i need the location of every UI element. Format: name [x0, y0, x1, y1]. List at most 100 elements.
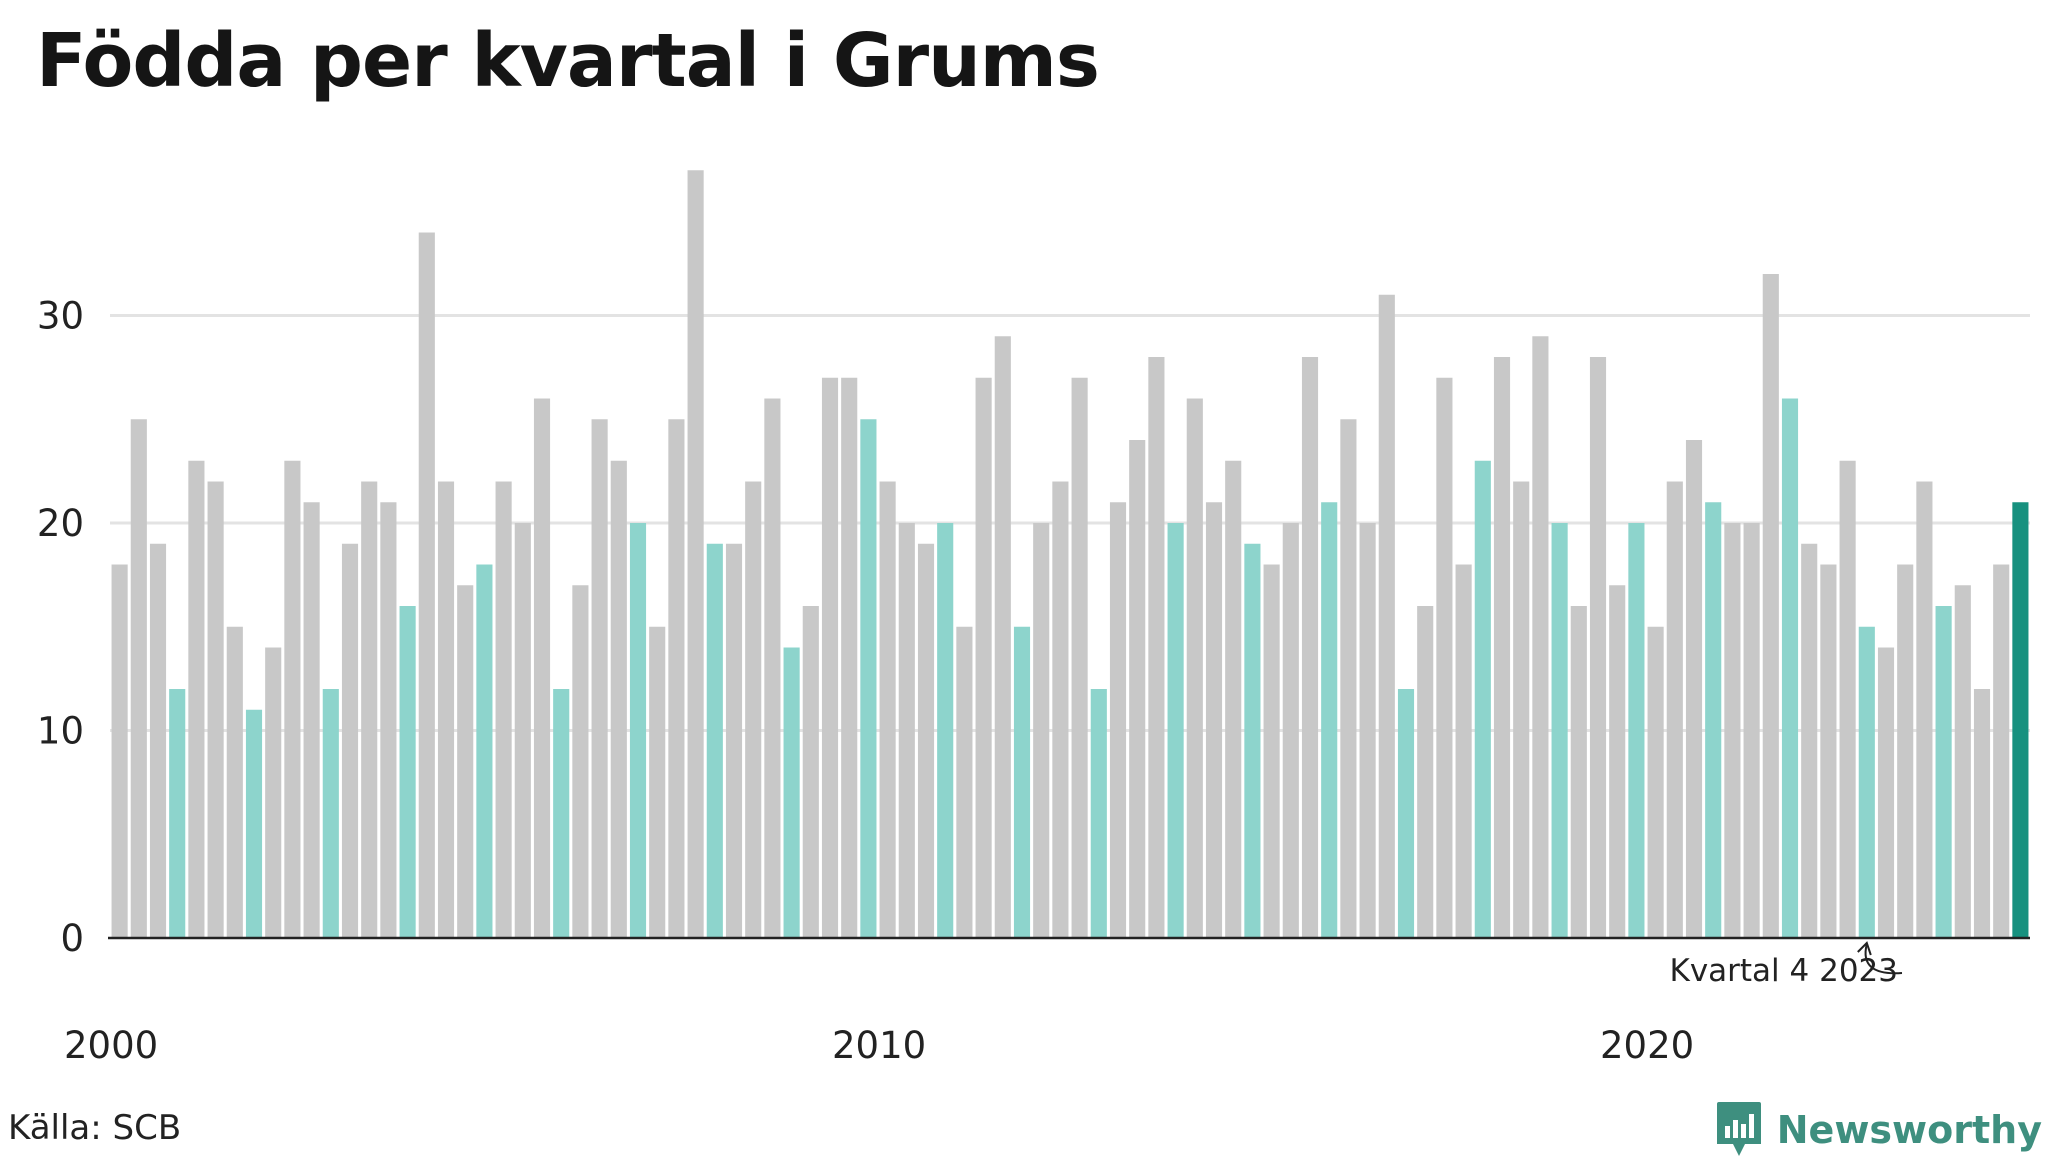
bar-2000Q4 — [169, 689, 186, 938]
bar-2022Q1 — [1801, 543, 1818, 938]
bar-2021Q3 — [1762, 274, 1779, 938]
bar-2009Q3 — [841, 377, 858, 938]
bar-2020Q3 — [1685, 440, 1703, 938]
bar-2001Q4 — [245, 709, 263, 938]
annotation-label: Kvartal 4 2023 — [1669, 953, 1898, 989]
bar-2004Q4 — [476, 564, 493, 938]
bar-2008Q2 — [745, 481, 762, 938]
x-tick-label: 2020 — [1600, 1024, 1694, 1067]
bar-2023Q3 — [1916, 481, 1933, 938]
bar-2006Q4 — [629, 523, 647, 938]
bar-2011Q3 — [994, 336, 1011, 938]
bar-2007Q4 — [706, 543, 723, 938]
bar-2008Q1 — [725, 543, 743, 938]
bar-2004Q1 — [418, 232, 435, 938]
bar-2019Q4 — [1628, 523, 1645, 938]
bar-undefined — [1954, 585, 1971, 938]
y-tick-label: 20 — [37, 502, 84, 545]
bar-2001Q2 — [207, 481, 224, 938]
bar-2023Q1 — [1877, 647, 1895, 938]
bar-2007Q2 — [668, 419, 685, 938]
bar-2011Q4 — [1013, 626, 1031, 938]
bar-2019Q2 — [1589, 357, 1607, 938]
bar-2023Q4 — [1935, 606, 1952, 938]
bar-2014Q3 — [1225, 460, 1242, 938]
bar-2018Q1 — [1493, 357, 1511, 938]
bar-2004Q3 — [457, 585, 474, 938]
bar-2003Q2 — [361, 481, 378, 938]
bar-2006Q1 — [572, 585, 589, 938]
annotation-arrowhead — [1857, 941, 1872, 956]
bar-2022Q4 — [1858, 626, 1875, 938]
bar-2005Q4 — [553, 689, 570, 938]
bar-2020Q4 — [1705, 502, 1722, 938]
brand-logo: Newsworthy — [1715, 1100, 2042, 1160]
bar-undefined — [1993, 564, 2010, 938]
bar-2002Q4 — [322, 689, 339, 938]
bar-2006Q2 — [591, 419, 608, 938]
bar-2008Q3 — [764, 398, 781, 938]
tick-labels: 0 10 20 30 2000 2010 2020 — [37, 295, 1694, 1068]
bar-2014Q1 — [1186, 398, 1203, 938]
bar-2021Q2 — [1743, 523, 1760, 938]
bar-2015Q2 — [1282, 523, 1299, 938]
bar-2023Q2 — [1897, 564, 1914, 938]
bar-2019Q3 — [1609, 585, 1626, 938]
bar-2016Q2 — [1359, 523, 1376, 938]
bar-2002Q1 — [265, 647, 282, 938]
bar-2005Q1 — [495, 481, 512, 938]
bar-2011Q1 — [956, 626, 973, 938]
bar-2022Q2 — [1820, 564, 1837, 938]
annotation-arrow — [1864, 943, 1903, 975]
bar-2015Q1 — [1263, 564, 1280, 938]
y-tick-label: 10 — [37, 710, 84, 753]
bar-2012Q1 — [1033, 523, 1050, 938]
bar-2003Q4 — [399, 606, 416, 938]
bar-2002Q3 — [303, 502, 320, 938]
bar-2003Q3 — [380, 502, 397, 938]
bar-2017Q4 — [1474, 460, 1491, 938]
brand-name: Newsworthy — [1776, 1108, 2042, 1152]
bar-2022Q3 — [1839, 460, 1856, 938]
bar-2001Q3 — [226, 626, 243, 938]
bar-2016Q1 — [1340, 419, 1357, 938]
x-tick-label: 2000 — [64, 1024, 158, 1067]
bar-2010Q2 — [898, 523, 915, 938]
bar-undefined — [1973, 689, 1991, 938]
chart-title: Födda per kvartal i Grums — [36, 18, 1100, 104]
bar-2003Q1 — [341, 543, 359, 938]
y-tick-label: 30 — [37, 295, 84, 338]
bar-2019Q1 — [1570, 606, 1587, 938]
newsworthy-logo-icon — [1716, 1102, 1761, 1156]
bar-2017Q3 — [1455, 564, 1472, 938]
bar-2005Q2 — [514, 523, 531, 938]
annotation: Kvartal 4 2023 — [1669, 941, 1903, 989]
bar-2000Q2 — [130, 419, 147, 938]
bar-2018Q4 — [1551, 523, 1568, 938]
bar-2016Q3 — [1378, 294, 1395, 938]
bar-2013Q2 — [1129, 440, 1146, 938]
bar-undefined — [2012, 502, 2029, 938]
bar-2017Q2 — [1436, 377, 1453, 938]
y-tick-label: 0 — [60, 917, 84, 960]
bar-2012Q2 — [1052, 481, 1069, 938]
bar-2007Q3 — [687, 170, 704, 938]
bar-2012Q3 — [1071, 377, 1088, 938]
bar-2001Q1 — [188, 460, 205, 938]
bar-2014Q4 — [1244, 543, 1261, 938]
bar-2010Q4 — [937, 523, 954, 938]
bar-2000Q1 — [111, 564, 128, 938]
bar-2009Q2 — [821, 377, 839, 938]
bar-2015Q4 — [1321, 502, 1338, 938]
bar-2005Q3 — [533, 398, 551, 938]
bar-2009Q4 — [860, 419, 877, 938]
bar-2013Q4 — [1167, 523, 1184, 938]
source-note: Källa: SCB — [8, 1108, 182, 1148]
bar-2021Q1 — [1724, 523, 1741, 938]
x-tick-label: 2010 — [832, 1024, 926, 1067]
bar-2012Q4 — [1090, 689, 1107, 938]
bar-2017Q1 — [1417, 606, 1434, 938]
gridlines — [110, 314, 2030, 732]
bar-2015Q3 — [1301, 357, 1319, 938]
